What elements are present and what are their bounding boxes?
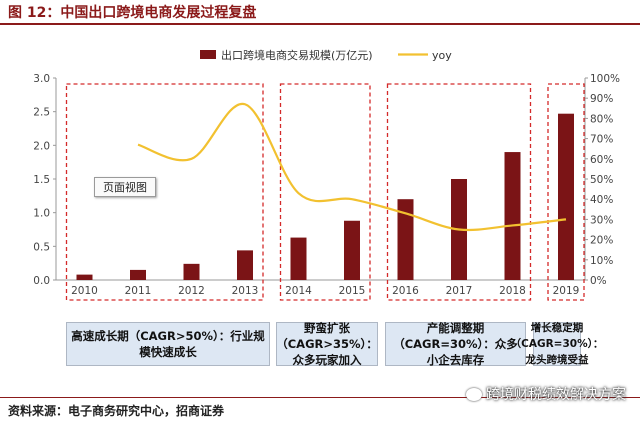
x-tick-label-2011: 2011 — [125, 285, 152, 297]
bar-2018 — [504, 152, 521, 280]
bar-2019 — [558, 113, 574, 280]
phase-box-stable-growth: 增长稳定期（CAGR=30%）：龙头跨境受益 — [510, 322, 604, 366]
left-tick-label: 1.0 — [33, 208, 50, 220]
x-tick-label-2019: 2019 — [553, 285, 580, 297]
bar-2016 — [397, 199, 414, 280]
right-tick-label: 100% — [590, 73, 620, 85]
x-tick-label-2012: 2012 — [178, 285, 205, 297]
right-tick-label: 90% — [590, 93, 613, 105]
phase-box-capacity-adjustment: 产能调整期（CAGR=30%）：众多小企去库存 — [385, 321, 526, 367]
phase-frame-3 — [386, 83, 532, 301]
phase-frame-4 — [547, 83, 585, 301]
bar-2013 — [237, 250, 253, 280]
legend-bar-swatch — [200, 50, 216, 59]
left-tick-label: 3.0 — [33, 73, 50, 85]
page-view-popup[interactable]: 页面视图 — [94, 177, 156, 197]
watermark-text: 跨境财税绩效解决方案 — [486, 387, 626, 403]
right-tick-label: 30% — [590, 214, 613, 226]
phase-frame-2 — [279, 83, 371, 301]
phase-frame-1 — [65, 83, 264, 301]
bar-2010 — [76, 274, 93, 280]
right-tick-label: 10% — [590, 255, 613, 267]
wechat-icon — [466, 387, 482, 401]
x-tick-label-2017: 2017 — [446, 285, 473, 297]
right-tick-label: 60% — [590, 154, 613, 166]
right-tick-label: 40% — [590, 194, 613, 206]
x-tick-label-2014: 2014 — [285, 285, 312, 297]
left-tick-label: 0.5 — [33, 241, 50, 253]
right-tick-label: 80% — [590, 113, 613, 125]
left-tick-label: 1.5 — [33, 174, 50, 186]
bottom-rule — [0, 397, 640, 398]
bar-2011 — [130, 269, 146, 280]
source-note: 资料来源：电子商务研究中心，招商证券 — [8, 404, 225, 418]
title-rule — [0, 23, 640, 25]
chart: 0.0 0.5 1.0 1.5 2.0 2.5 3.0 0% 10% 20% 30% 40% 50% 60… — [33, 48, 620, 301]
right-tick-label: 50% — [590, 174, 613, 186]
x-tick-label-2013: 2013 — [232, 285, 259, 297]
bar-2014 — [290, 237, 307, 280]
legend-bar-label: 出口跨境电商交易规模(万亿元) — [221, 48, 373, 62]
bar-2012 — [183, 263, 200, 280]
left-tick-label: 0.0 — [33, 275, 50, 287]
bar-2015 — [344, 220, 360, 280]
x-tick-label-2018: 2018 — [499, 285, 526, 297]
right-tick-label: 20% — [590, 235, 613, 247]
left-tick-label: 2.5 — [33, 107, 50, 119]
legend-line-label: yoy — [432, 49, 452, 62]
right-tick-label: 0% — [590, 275, 607, 287]
x-tick-label-2010: 2010 — [71, 285, 98, 297]
right-tick-label: 70% — [590, 134, 613, 146]
left-tick-label: 2.0 — [33, 140, 50, 152]
figure-title: 图 12：中国出口跨境电商发展过程复盘 — [8, 5, 257, 21]
x-tick-label-2016: 2016 — [392, 285, 419, 297]
phase-box-wild-expansion: 野蛮扩张（CAGR>35%）：众多玩家加入 — [276, 321, 378, 367]
phase-box-rapid-growth: 高速成长期（CAGR>50%）：行业规模快速成长 — [66, 322, 270, 366]
x-tick-label-2015: 2015 — [339, 285, 366, 297]
yoy-line — [137, 103, 567, 232]
watermark: 跨境财税绩效解决方案 — [466, 384, 626, 404]
